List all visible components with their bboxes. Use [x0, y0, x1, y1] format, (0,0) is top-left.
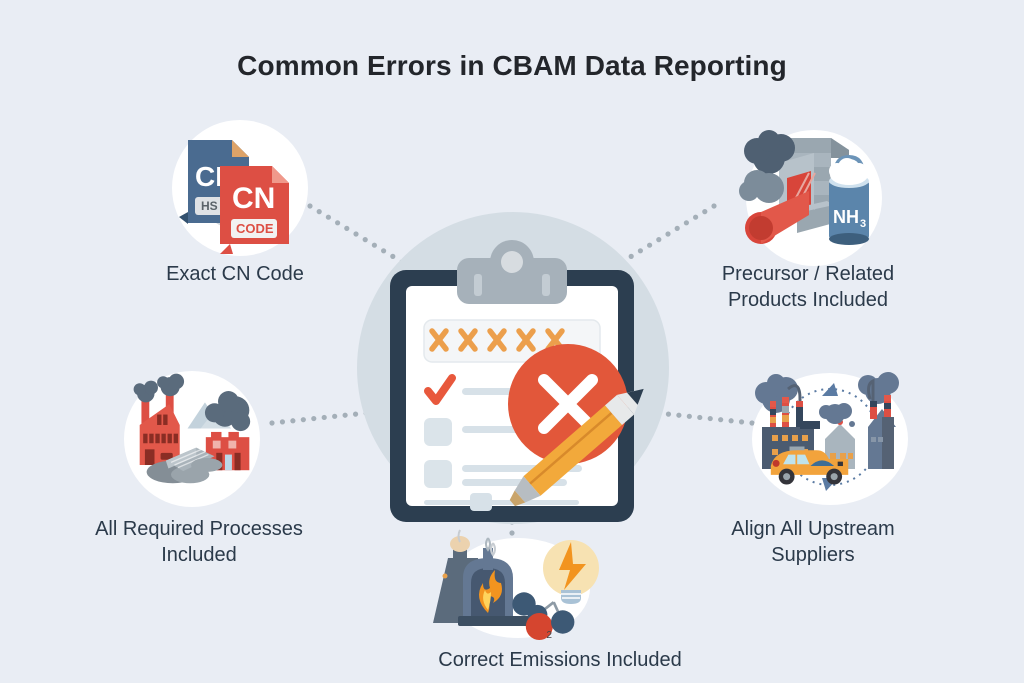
svg-text:3: 3: [860, 218, 866, 230]
svg-text:CN: CN: [232, 182, 275, 215]
svg-text:HS: HS: [201, 199, 218, 213]
svg-text:CODE: CODE: [236, 221, 274, 236]
svg-text:NH: NH: [833, 207, 859, 227]
svg-text:2: 2: [547, 630, 553, 641]
